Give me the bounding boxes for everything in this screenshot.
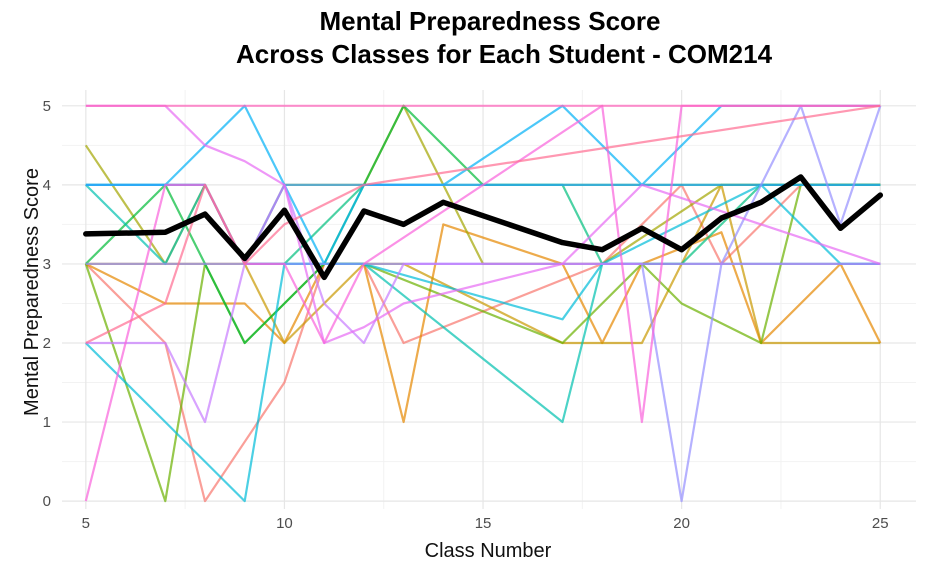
y-tick-label: 4 [43,177,51,194]
y-axis-ticks: 0 1 2 3 4 5 [43,98,51,510]
chart-subtitle: Across Classes for Each Student - COM214 [236,39,773,69]
x-tick-label: 5 [82,515,90,532]
mean-line [83,174,884,281]
student-line-2 [85,223,882,424]
y-tick-label: 0 [43,493,51,510]
y-tick-label: 5 [43,98,51,115]
y-tick-label: 3 [43,256,51,273]
x-tick-label: 20 [673,515,690,532]
student-line-15 [84,104,881,502]
y-axis-label: Mental Preparedness Score [21,168,43,416]
x-axis-ticks: 5 10 15 20 25 [82,515,889,532]
student-line-17 [85,104,881,344]
y-tick-label: 2 [43,335,51,352]
x-tick-label: 10 [276,515,293,532]
student-line-13 [85,183,881,424]
y-tick-label: 1 [43,414,51,431]
student-line-12 [85,104,882,503]
x-axis-label: Class Number [425,540,552,562]
student-series [84,104,882,503]
x-tick-label: 25 [872,515,889,532]
chart-title: Mental Preparedness Score [319,6,660,36]
x-tick-label: 15 [475,515,492,532]
mean-series [83,174,884,281]
